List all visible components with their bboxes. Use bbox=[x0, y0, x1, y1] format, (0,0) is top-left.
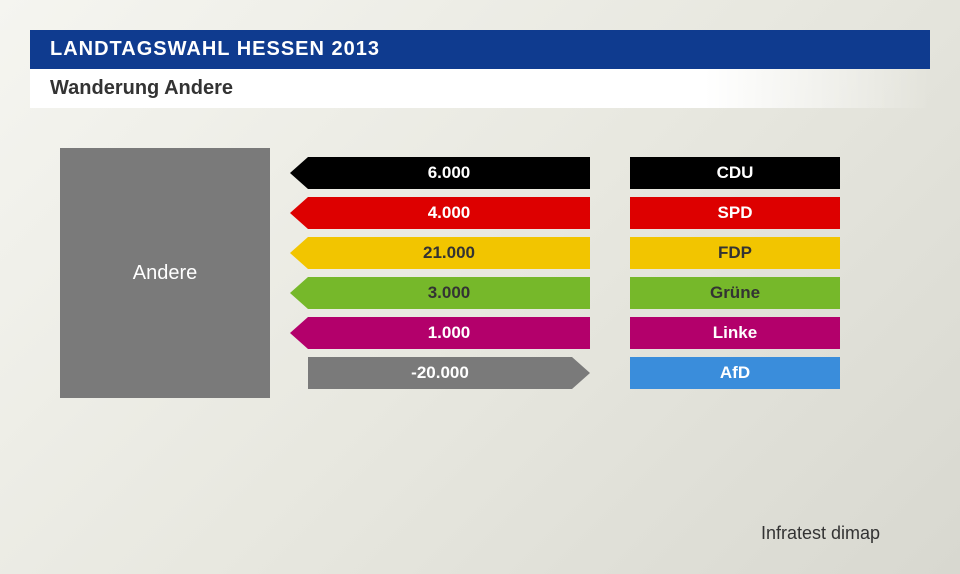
flow-row: 1.000 bbox=[290, 317, 590, 349]
arrow-head-icon bbox=[290, 157, 308, 189]
arrow-left: 3.000 bbox=[290, 277, 590, 309]
party-box: AfD bbox=[630, 357, 840, 389]
flow-value: 4.000 bbox=[308, 197, 590, 229]
party-box: Grüne bbox=[630, 277, 840, 309]
arrow-head-icon bbox=[572, 357, 590, 389]
flow-row: -20.000 bbox=[290, 357, 590, 389]
arrow-right: -20.000 bbox=[290, 357, 590, 389]
party-box: SPD bbox=[630, 197, 840, 229]
flow-row: 3.000 bbox=[290, 277, 590, 309]
flow-value: 3.000 bbox=[308, 277, 590, 309]
arrow-left: 21.000 bbox=[290, 237, 590, 269]
arrow-head-icon bbox=[290, 197, 308, 229]
arrow-left: 4.000 bbox=[290, 197, 590, 229]
source-label: Andere bbox=[133, 262, 198, 285]
footer-source: Infratest dimap bbox=[761, 523, 880, 544]
flow-row: 6.000 bbox=[290, 157, 590, 189]
arrow-head-icon bbox=[290, 237, 308, 269]
flow-row: 4.000 bbox=[290, 197, 590, 229]
flow-row: 21.000 bbox=[290, 237, 590, 269]
arrow-head-icon bbox=[290, 317, 308, 349]
source-box: Andere bbox=[60, 148, 270, 398]
arrow-head-icon bbox=[290, 277, 308, 309]
arrow-left: 6.000 bbox=[290, 157, 590, 189]
party-box: CDU bbox=[630, 157, 840, 189]
flows-column: 6.000 4.000 21.000 3.000 1.000 -20.000 bbox=[290, 157, 590, 389]
arrow-left: 1.000 bbox=[290, 317, 590, 349]
chart-area: Andere 6.000 4.000 21.000 3.000 1.000 -20.000… bbox=[0, 108, 960, 418]
party-box: Linke bbox=[630, 317, 840, 349]
header-title: LANDTAGSWAHL HESSEN 2013 bbox=[30, 30, 930, 69]
flow-value: -20.000 bbox=[308, 357, 572, 389]
flow-value: 1.000 bbox=[308, 317, 590, 349]
parties-column: CDU SPD FDP Grüne Linke AfD bbox=[630, 157, 840, 389]
flow-value: 6.000 bbox=[308, 157, 590, 189]
flow-value: 21.000 bbox=[308, 237, 590, 269]
header-subtitle: Wanderung Andere bbox=[30, 69, 930, 108]
party-box: FDP bbox=[630, 237, 840, 269]
